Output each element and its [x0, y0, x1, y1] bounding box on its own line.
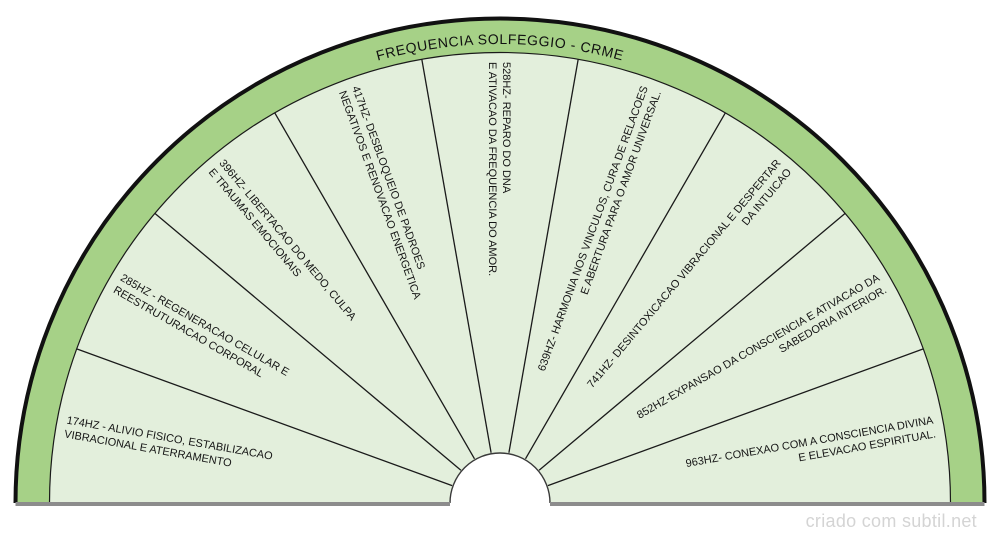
sector-label-line2: E ATIVACAO DA FREQUENCIA DO AMOR.: [486, 62, 498, 276]
chart-outer-arc: [13, 16, 987, 504]
credit-text: criado com subtil.net: [805, 511, 977, 531]
center-notch-arc: [449, 452, 551, 504]
sector-divider: [274, 112, 476, 460]
sector-divider: [508, 59, 579, 453]
sector-label-line1: 528HZ- REPARO DO DNA: [500, 62, 512, 194]
chart-band-inner-arc: [48, 51, 952, 504]
sector-divider: [547, 348, 924, 487]
sector-divider: [421, 59, 492, 453]
sector-divider: [76, 348, 453, 487]
sector-divider: [154, 212, 462, 471]
center-notch-fill: [450, 453, 550, 503]
sector-label-528hz: 528HZ- REPARO DO DNAE ATIVACAO DA FREQUE…: [486, 62, 512, 276]
sector-divider: [524, 112, 726, 460]
sector-divider: [538, 212, 846, 471]
chart-dial-fill: [49, 52, 951, 504]
